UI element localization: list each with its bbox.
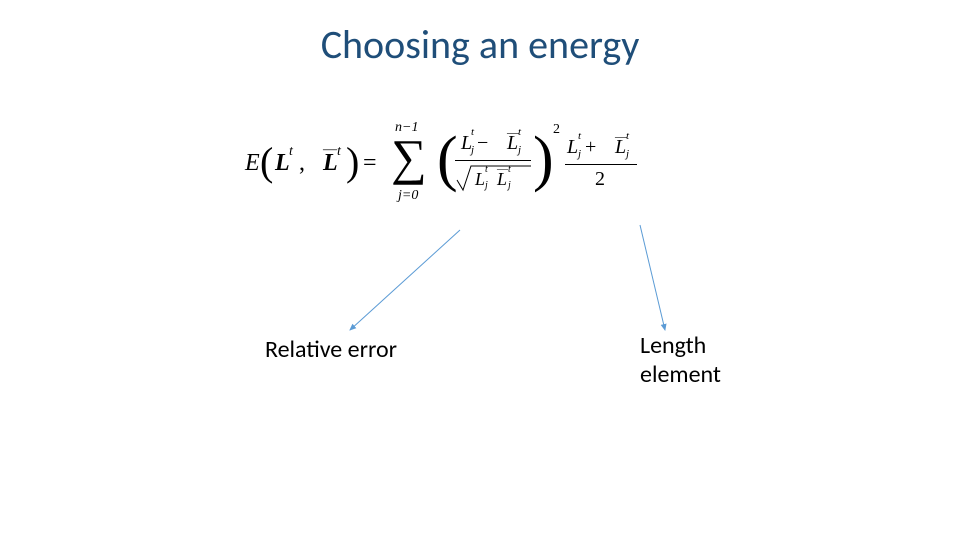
label-relative-error: Relative error xyxy=(265,335,397,364)
label-length-element-line2: element xyxy=(640,361,721,390)
label-length-element: Length element xyxy=(640,332,721,390)
label-length-element-line1: Length xyxy=(640,332,721,361)
slide: Choosing an energy E ( L t , — L t ) = n… xyxy=(0,0,960,540)
arrow-length-element xyxy=(0,0,960,540)
